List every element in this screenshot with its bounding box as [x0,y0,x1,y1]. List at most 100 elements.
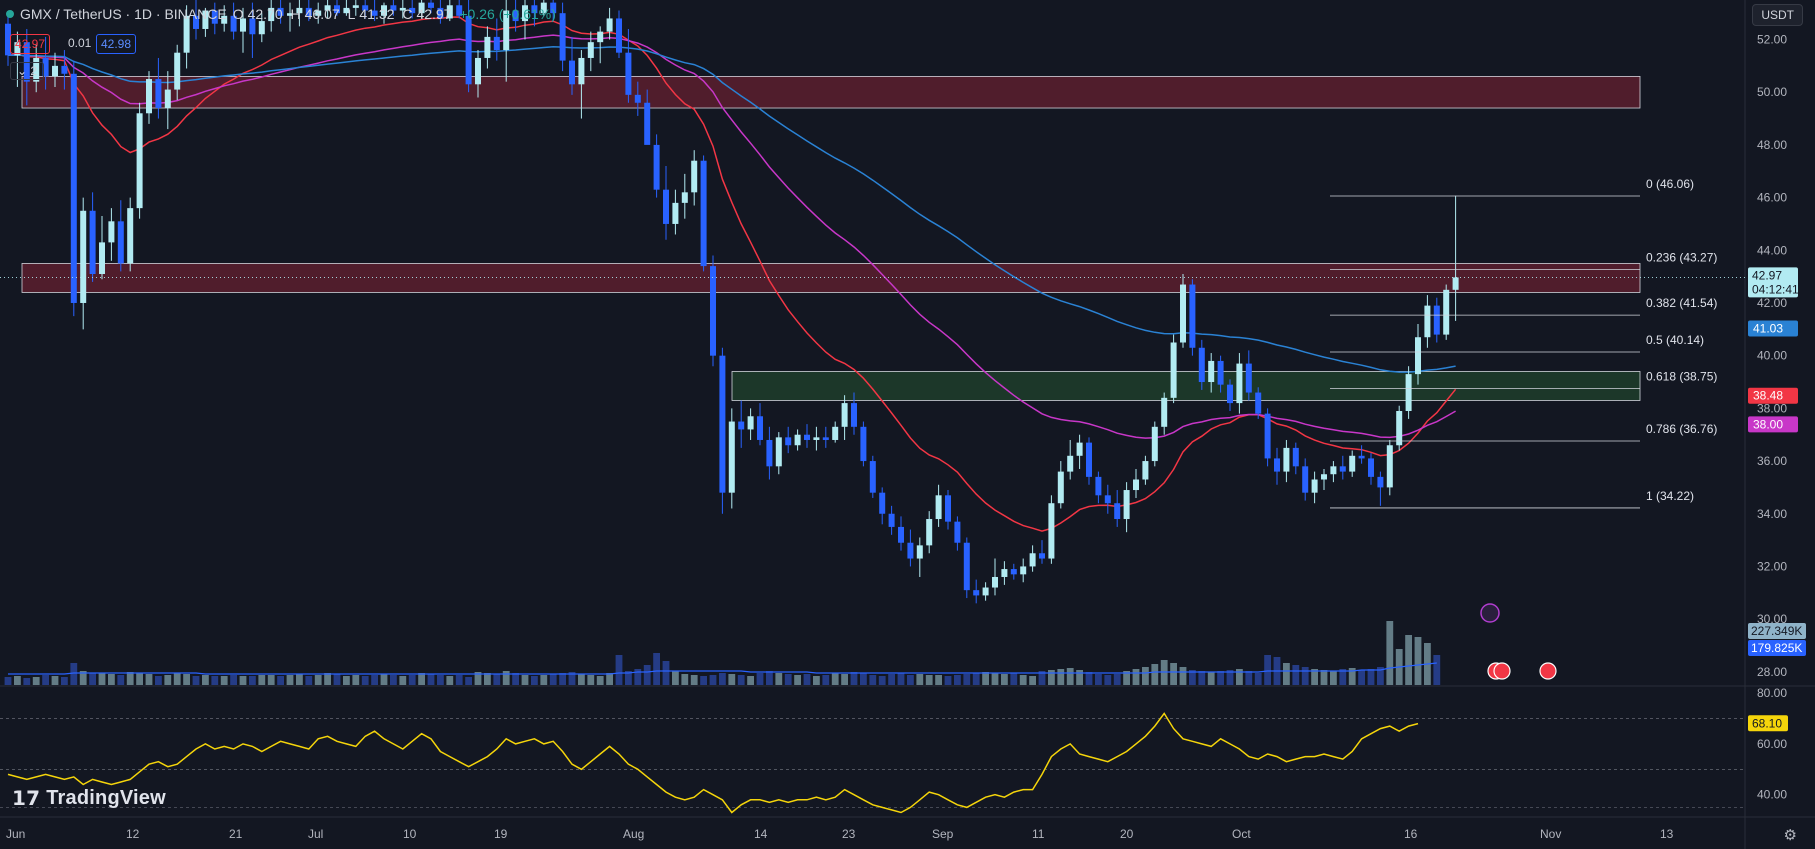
volume-bar [314,675,322,685]
candle-body [616,18,622,53]
volume-bar [1010,673,1018,685]
volume-bar [888,674,895,685]
gear-icon[interactable]: ⚙ [1783,827,1797,844]
volume-bar [1142,667,1149,685]
time-tick-label: Sep [932,827,954,841]
candle-body [822,437,829,440]
candle-body [1057,471,1064,504]
fib-level-label: 1 (34.22) [1646,489,1694,503]
candle-body [1001,569,1008,577]
candle [287,2,293,32]
volume-bar [559,673,566,685]
candle [23,28,30,106]
candle [484,26,491,69]
candle [691,150,698,206]
candle [475,50,481,98]
candle-body [324,5,331,11]
volume-bar [709,675,717,685]
candle-body [700,160,707,267]
candle-body [992,576,998,588]
volume-bar [1348,668,1356,685]
last-price-label: 42.97 [1752,268,1782,282]
candle-body [1274,458,1280,472]
volume-bar [568,672,576,685]
resistance-zone [21,76,1641,109]
buy-button[interactable]: 42.98 [96,34,137,54]
price-tick-label: 44.00 [1757,243,1787,257]
bar-countdown-label: 04:12:41 [1752,282,1799,296]
candle-body [540,2,547,14]
volume-bar [108,674,115,685]
volume-bar [79,671,87,685]
candle [324,0,331,19]
candle [738,400,745,448]
candle-body [1405,374,1412,411]
volume-value-tag [1748,640,1806,656]
candle-body [428,2,434,8]
volume-bar [1236,669,1243,685]
symbol-header[interactable]: GMX / TetherUS · 1D · BINANCE O 42.70 H 46… [6,6,560,22]
candle-body [954,521,961,543]
candle-body [1104,495,1111,504]
volume-bar [596,676,604,685]
candle [747,408,754,440]
volume-bar [625,671,632,685]
candle [465,0,472,93]
candle [841,395,848,440]
volume-bar [549,674,557,685]
candle-body [888,513,895,527]
volume-bar [202,675,209,685]
price-tick-label: 46.00 [1757,191,1787,205]
candle [1292,442,1299,475]
candle-body [1321,474,1327,480]
candle [606,7,613,40]
volume-bar [1198,671,1206,685]
candle [935,484,942,527]
price-tick-label: 52.00 [1757,33,1787,47]
candle [117,200,124,272]
candle [569,36,575,95]
volume-bar [512,673,519,685]
candle-body [334,5,340,14]
candle [625,28,632,103]
volume-bar [1076,670,1083,685]
currency-button[interactable]: USDT [1752,4,1803,26]
candle [1161,392,1168,435]
volume-bar [1367,669,1375,685]
candle-body [531,5,538,14]
candle [1189,279,1196,356]
candle [1123,482,1130,533]
volume-bar [897,673,905,685]
candle [879,487,886,525]
ema-value-label: 38.00 [1753,417,1783,431]
volume-bar [531,676,538,685]
candle-body [559,13,566,61]
low-value: 41.32 [359,6,395,22]
symbol-title[interactable]: GMX / TetherUS · 1D · BINANCE [20,6,227,22]
candle-body [52,65,58,77]
volume-bar [1001,674,1008,685]
candle-body [785,437,792,446]
volume-bar [277,676,284,685]
candle-body [710,266,716,356]
volume-value-label: 227.349K [1751,624,1802,638]
candle-body [61,65,68,74]
candle [1302,458,1309,501]
candle [1217,355,1224,393]
volume-bar [728,674,736,685]
time-tick-label: 21 [229,827,243,841]
fib-level-label: 0.786 (36.76) [1646,422,1717,436]
candle-body [860,426,867,462]
volume-bar [982,672,989,685]
candle-body [512,10,519,22]
candle-body [465,15,472,85]
fibonacci-retracement [1330,195,1640,509]
indicators-collapse-button[interactable]: ⌄ 2 [10,62,45,80]
candle [99,216,105,280]
sell-button[interactable]: 42.97 [10,34,51,54]
last-price-tag [1748,267,1798,298]
ema-value-tag [1748,320,1798,337]
candle-body [352,5,359,8]
